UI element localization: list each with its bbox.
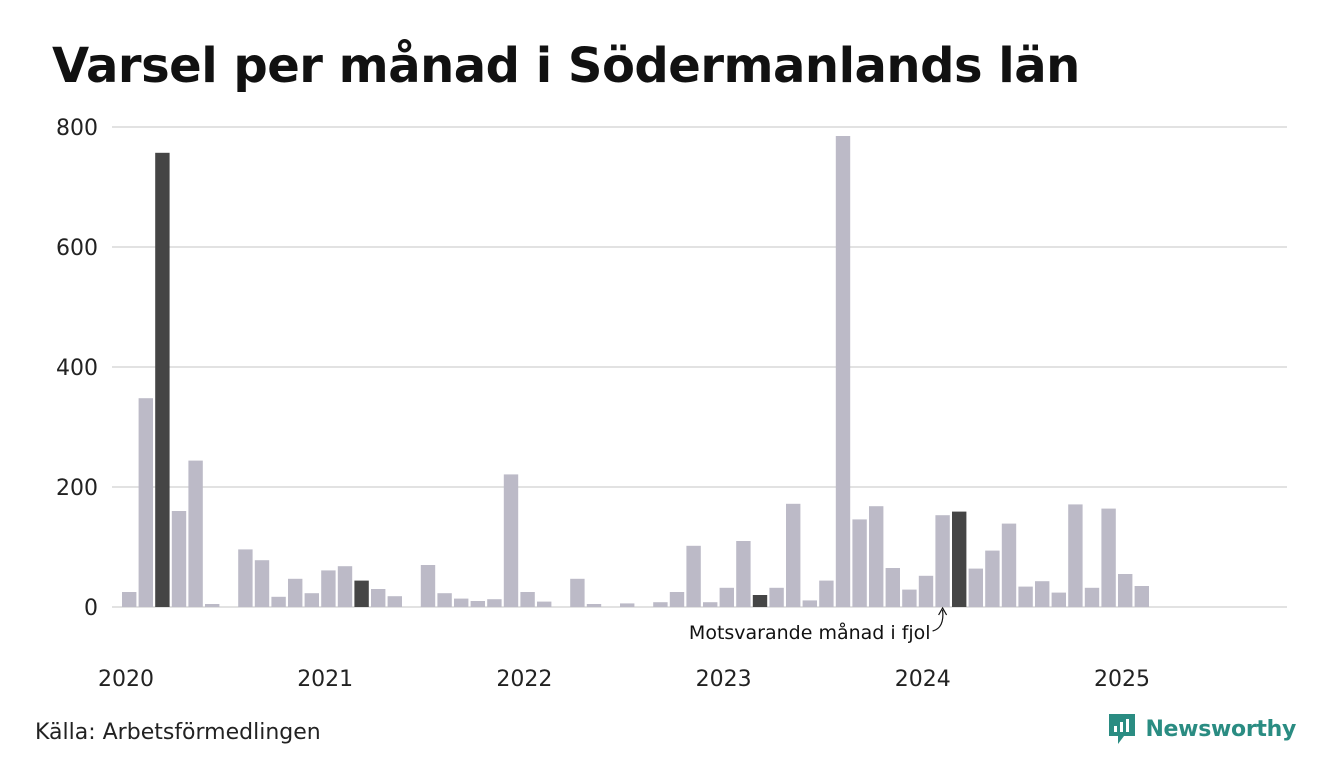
bar <box>487 599 502 607</box>
bar <box>968 568 983 607</box>
bar <box>918 575 934 607</box>
bar <box>288 578 303 607</box>
bar <box>205 604 220 607</box>
x-tick-label: 2023 <box>696 667 752 692</box>
annotation-label: Motsvarande månad i fjol <box>689 621 931 644</box>
brand-name: Newsworthy <box>1145 716 1296 742</box>
x-tick-label: 2020 <box>98 667 154 692</box>
y-tick-label: 400 <box>56 356 98 381</box>
chart-title: Varsel per månad i Södermanlands län <box>52 38 1080 94</box>
bar <box>1001 523 1017 607</box>
x-tick-label: 2021 <box>297 667 353 692</box>
bar <box>420 565 436 607</box>
bar <box>769 587 784 607</box>
annotations: Motsvarande månad i fjolMars35 <box>689 606 948 644</box>
bar <box>935 515 950 607</box>
bar <box>686 545 701 607</box>
bar <box>1068 504 1083 607</box>
bar <box>835 136 851 607</box>
bar <box>271 596 286 607</box>
y-tick-label: 800 <box>56 116 98 141</box>
bar <box>1084 587 1100 607</box>
bar <box>1118 574 1133 607</box>
bar <box>786 503 801 607</box>
bar <box>1051 592 1066 607</box>
bars <box>122 136 1149 608</box>
bar <box>620 603 635 607</box>
bar <box>254 560 270 607</box>
x-tick-label: 2024 <box>895 667 951 692</box>
bar <box>238 549 253 607</box>
bar <box>321 570 336 607</box>
bar <box>703 602 718 607</box>
bar <box>520 592 535 607</box>
bar <box>387 596 402 607</box>
bar <box>171 511 187 607</box>
source-note: Källa: Arbetsförmedlingen <box>35 720 321 745</box>
bar <box>902 589 917 607</box>
y-tick-label: 0 <box>84 596 98 621</box>
bar <box>188 460 203 607</box>
x-tick-label: 2025 <box>1094 667 1150 692</box>
x-axis-labels: 2020 2021 2022 2023 2024 2025 <box>98 667 1150 692</box>
bar <box>869 506 884 607</box>
bar <box>985 550 1000 607</box>
bar <box>669 592 685 607</box>
bar <box>354 580 369 607</box>
bar <box>503 474 519 607</box>
bar <box>852 519 867 607</box>
bar <box>802 600 817 607</box>
bar <box>1035 581 1050 607</box>
brand: Newsworthy <box>1107 712 1296 746</box>
bar <box>586 604 602 607</box>
bar <box>470 601 485 607</box>
bar <box>1101 508 1116 607</box>
bar <box>952 511 967 607</box>
y-axis-labels: 0 200 400 600 800 <box>56 116 98 621</box>
bar <box>570 578 585 607</box>
y-tick-label: 600 <box>56 236 98 261</box>
bar <box>371 589 386 607</box>
bar <box>719 587 734 607</box>
bar <box>885 568 900 607</box>
y-tick-label: 200 <box>56 476 98 501</box>
annotation-arrowhead <box>938 606 948 616</box>
bar-chart: 0 200 400 600 800 2020 2021 2022 2023 2024 2025 M… <box>56 116 1287 692</box>
newsworthy-logo-icon <box>1109 714 1136 744</box>
bar <box>155 152 170 608</box>
annotation-arrow <box>932 609 944 632</box>
bar <box>819 580 834 607</box>
bar <box>437 593 452 607</box>
bar <box>653 602 668 607</box>
bar <box>1018 586 1033 607</box>
bar <box>304 593 319 607</box>
bar <box>752 595 768 607</box>
bar <box>537 601 552 607</box>
x-tick-label: 2022 <box>496 667 552 692</box>
bar <box>1134 586 1149 607</box>
bar <box>138 398 153 607</box>
bar <box>122 592 137 607</box>
bar <box>736 541 751 607</box>
bar <box>454 598 469 607</box>
bar <box>337 566 353 607</box>
